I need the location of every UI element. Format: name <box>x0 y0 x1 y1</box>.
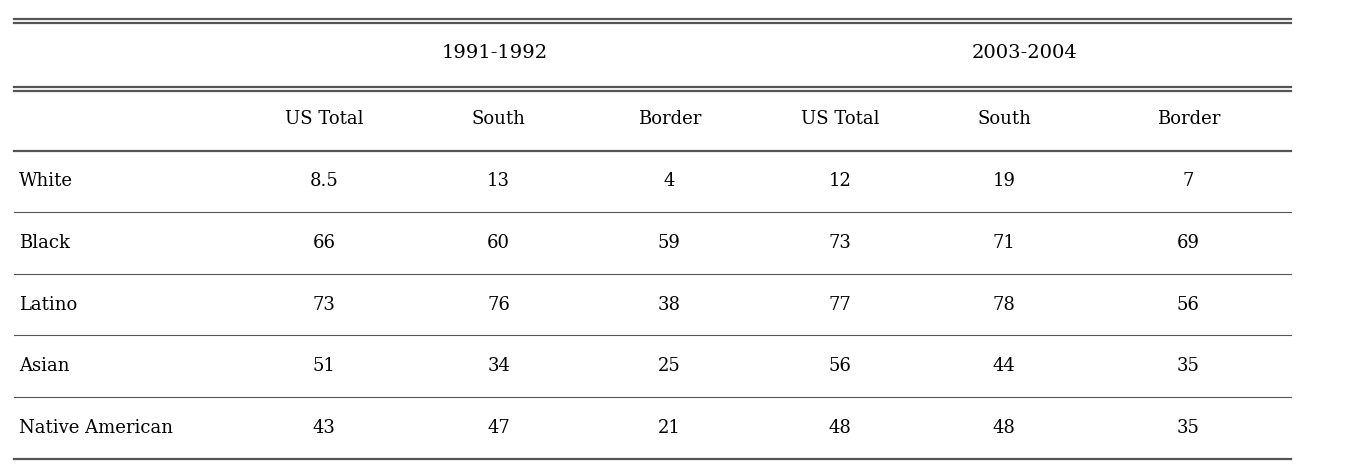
Text: Border: Border <box>1157 110 1220 128</box>
Text: 25: 25 <box>658 357 680 375</box>
Text: 76: 76 <box>488 296 510 314</box>
Text: 8.5: 8.5 <box>310 173 339 190</box>
Text: 47: 47 <box>488 419 510 437</box>
Text: 48: 48 <box>993 419 1015 437</box>
Text: Asian: Asian <box>19 357 70 375</box>
Text: Black: Black <box>19 234 70 252</box>
Text: 48: 48 <box>829 419 851 437</box>
Text: 73: 73 <box>313 296 336 314</box>
Text: 60: 60 <box>488 234 510 252</box>
Text: 71: 71 <box>993 234 1015 252</box>
Text: 56: 56 <box>1177 296 1199 314</box>
Text: 2003-2004: 2003-2004 <box>971 44 1078 62</box>
Text: US Total: US Total <box>800 110 880 128</box>
Text: 19: 19 <box>993 173 1015 190</box>
Text: 73: 73 <box>829 234 851 252</box>
Text: 13: 13 <box>488 173 510 190</box>
Text: 12: 12 <box>829 173 851 190</box>
Text: White: White <box>19 173 74 190</box>
Text: 78: 78 <box>993 296 1015 314</box>
Text: Border: Border <box>638 110 701 128</box>
Text: Native American: Native American <box>19 419 173 437</box>
Text: 43: 43 <box>313 419 336 437</box>
Text: South: South <box>977 110 1031 128</box>
Text: 35: 35 <box>1177 419 1199 437</box>
Text: 21: 21 <box>658 419 680 437</box>
Text: 51: 51 <box>313 357 336 375</box>
Text: 35: 35 <box>1177 357 1199 375</box>
Text: 38: 38 <box>658 296 680 314</box>
Text: 66: 66 <box>313 234 336 252</box>
Text: US Total: US Total <box>285 110 363 128</box>
Text: Latino: Latino <box>19 296 78 314</box>
Text: 77: 77 <box>829 296 851 314</box>
Text: 44: 44 <box>993 357 1015 375</box>
Text: 1991-1992: 1991-1992 <box>443 44 548 62</box>
Text: 56: 56 <box>829 357 851 375</box>
Text: 34: 34 <box>488 357 510 375</box>
Text: 4: 4 <box>664 173 675 190</box>
Text: 59: 59 <box>658 234 680 252</box>
Text: South: South <box>471 110 526 128</box>
Text: 69: 69 <box>1177 234 1199 252</box>
Text: 7: 7 <box>1183 173 1194 190</box>
